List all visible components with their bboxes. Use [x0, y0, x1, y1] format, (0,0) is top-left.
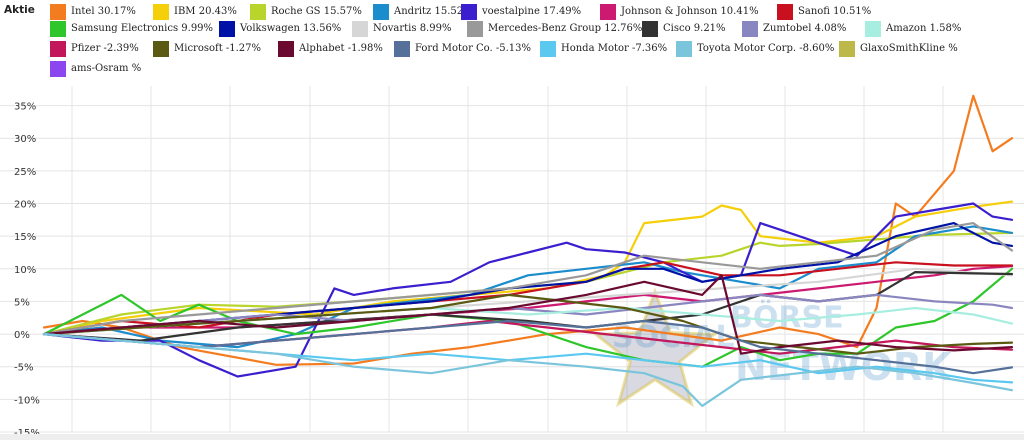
series-line	[42, 293, 1014, 336]
y-tick-label: 30%	[14, 134, 36, 145]
legend-label: Andritz 15.52%	[394, 6, 473, 17]
legend-label: Sanofi 10.51%	[798, 6, 872, 17]
legend-swatch	[540, 41, 556, 57]
legend-label: Novartis 8.99%	[373, 23, 452, 34]
legend-label: Volkswagen 13.56%	[240, 23, 342, 34]
legend-swatch	[642, 21, 658, 37]
series-line	[42, 231, 1014, 336]
legend-swatch	[676, 41, 692, 57]
legend-swatch	[352, 21, 368, 37]
legend-label: Mercedes-Benz Group 12.76%	[488, 23, 643, 34]
y-tick-label: 5%	[14, 297, 30, 308]
series-line	[42, 293, 1014, 355]
legend-swatch	[219, 21, 235, 37]
y-tick-label: 25%	[14, 167, 36, 178]
y-tick-label: -10%	[14, 395, 40, 406]
series-line	[42, 94, 1014, 366]
series-line	[42, 274, 1014, 355]
legend-swatch	[278, 41, 294, 57]
legend-label: ams-Osram %	[71, 63, 142, 74]
legend-swatch	[600, 4, 616, 20]
legend-swatch	[373, 4, 389, 20]
legend-swatch	[461, 4, 477, 20]
legend-swatch	[50, 61, 66, 77]
legend-swatch	[467, 21, 483, 37]
y-tick-label: 0%	[14, 330, 30, 341]
legend-swatch	[153, 4, 169, 20]
y-tick-label: 35%	[14, 102, 36, 113]
series-line	[42, 202, 1014, 378]
legend-label: Roche GS 15.57%	[271, 6, 362, 17]
legend-label: Alphabet -1.98%	[299, 43, 383, 54]
legend-swatch	[50, 21, 66, 37]
legend-label: GlaxoSmithKline %	[860, 43, 958, 54]
line-chart: 35%30%25%20%15%10%5%0%-5%-10%-15%BÖRSESO…	[0, 86, 1024, 440]
chart-bottom-strip	[0, 434, 1024, 440]
legend-swatch	[865, 21, 881, 37]
legend-label: Cisco 9.21%	[663, 23, 726, 34]
legend-swatch	[250, 4, 266, 20]
legend-swatch	[50, 4, 66, 20]
legend-label: IBM 20.43%	[174, 6, 237, 17]
legend-label: Pfizer -2.39%	[71, 43, 139, 54]
legend-heading: Aktie	[4, 4, 35, 16]
legend-label: Honda Motor -7.36%	[561, 43, 668, 54]
series-line	[42, 225, 1014, 349]
legend-label: Intel 30.17%	[71, 6, 136, 17]
legend-label: Samsung Electronics 9.99%	[71, 23, 214, 34]
legend-label: Toyota Motor Corp. -8.60%	[697, 43, 835, 54]
legend-label: Ford Motor Co. -5.13%	[415, 43, 532, 54]
legend-label: Amazon 1.58%	[886, 23, 962, 34]
legend-swatch	[153, 41, 169, 57]
series-line	[42, 333, 1014, 407]
y-tick-label: 20%	[14, 200, 36, 211]
legend-label: Microsoft -1.27%	[174, 43, 262, 54]
legend-label: Johnson & Johnson 10.41%	[621, 6, 759, 17]
series-line	[42, 319, 1014, 375]
y-tick-label: -15%	[14, 428, 40, 439]
legend-swatch	[742, 21, 758, 37]
y-tick-label: 15%	[14, 232, 36, 243]
legend-swatch	[50, 41, 66, 57]
legend-label: voestalpine 17.49%	[482, 6, 582, 17]
chart-legend: Aktie Intel 30.17% IBM 20.43% Roche GS 15.…	[0, 0, 1024, 82]
legend-swatch	[777, 4, 793, 20]
legend-swatch	[839, 41, 855, 57]
legend-label: Zumtobel 4.08%	[763, 23, 847, 34]
y-tick-label: 10%	[14, 265, 36, 276]
legend-swatch	[394, 41, 410, 57]
y-tick-label: -5%	[14, 363, 33, 374]
series-line	[42, 222, 1014, 336]
